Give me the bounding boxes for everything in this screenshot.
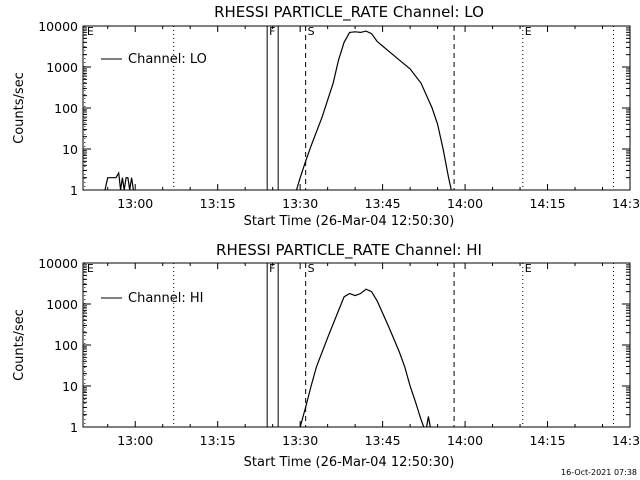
y-tick-label: 1000 — [46, 60, 78, 75]
series-line — [299, 288, 425, 428]
y-tick-label: 1000 — [46, 297, 78, 312]
x-tick-label: 13:30 — [282, 196, 318, 211]
x-tick-label: 14:00 — [447, 196, 483, 211]
event-marker-label: E — [525, 25, 532, 38]
x-axis-label: Start Time (26-Mar-04 12:50:30) — [244, 455, 455, 470]
y-axis-label: Counts/sec — [12, 309, 27, 381]
y-tick-label: 1 — [70, 183, 78, 198]
x-tick-label: 13:15 — [200, 433, 236, 448]
x-tick-label: 14:30 — [612, 196, 640, 211]
x-tick-label: 13:00 — [117, 433, 153, 448]
x-tick-label: 14:30 — [612, 433, 640, 448]
plot-frame — [82, 262, 631, 428]
plot-frame — [82, 25, 631, 191]
legend-label: Channel: LO — [128, 52, 207, 67]
y-axis-label: Counts/sec — [12, 72, 27, 144]
x-axis-label: Start Time (26-Mar-04 12:50:30) — [244, 214, 455, 229]
event-marker-label: E — [87, 262, 94, 275]
x-tick-label: 13:45 — [365, 196, 401, 211]
event-marker-label: E — [87, 25, 94, 38]
event-marker-label: F — [269, 262, 275, 275]
event-marker-label: F — [269, 25, 275, 38]
chart-title: RHESSI PARTICLE_RATE Channel: LO — [214, 3, 484, 22]
chart-title: RHESSI PARTICLE_RATE Channel: HI — [216, 241, 482, 260]
y-tick-label: 10 — [62, 142, 78, 157]
y-tick-label: 100 — [54, 101, 78, 116]
x-tick-label: 14:15 — [530, 196, 566, 211]
x-tick-label: 13:45 — [365, 433, 401, 448]
y-tick-label: 10 — [62, 379, 78, 394]
y-tick-label: 100 — [54, 338, 78, 353]
legend-label: Channel: HI — [128, 291, 204, 306]
x-tick-label: 13:15 — [200, 196, 236, 211]
x-tick-label: 13:00 — [117, 196, 153, 211]
event-marker-label: S — [308, 262, 315, 275]
series-line — [104, 171, 134, 191]
event-marker-label: E — [525, 262, 532, 275]
x-tick-label: 14:15 — [530, 433, 566, 448]
series-line — [426, 416, 431, 428]
lo-channel-panel: RHESSI PARTICLE_RATE Channel: LO Counts/… — [12, 3, 640, 229]
timestamp: 16-Oct-2021 07:38 — [561, 468, 637, 477]
x-tick-label: 13:30 — [282, 433, 318, 448]
series-line — [295, 30, 452, 191]
hi-channel-panel: RHESSI PARTICLE_RATE Channel: HI Counts/… — [12, 241, 640, 470]
y-tick-label: 10000 — [38, 19, 78, 34]
event-marker-label: S — [308, 25, 315, 38]
x-tick-label: 14:00 — [447, 433, 483, 448]
y-tick-label: 1 — [70, 420, 78, 435]
y-tick-label: 10000 — [38, 256, 78, 271]
